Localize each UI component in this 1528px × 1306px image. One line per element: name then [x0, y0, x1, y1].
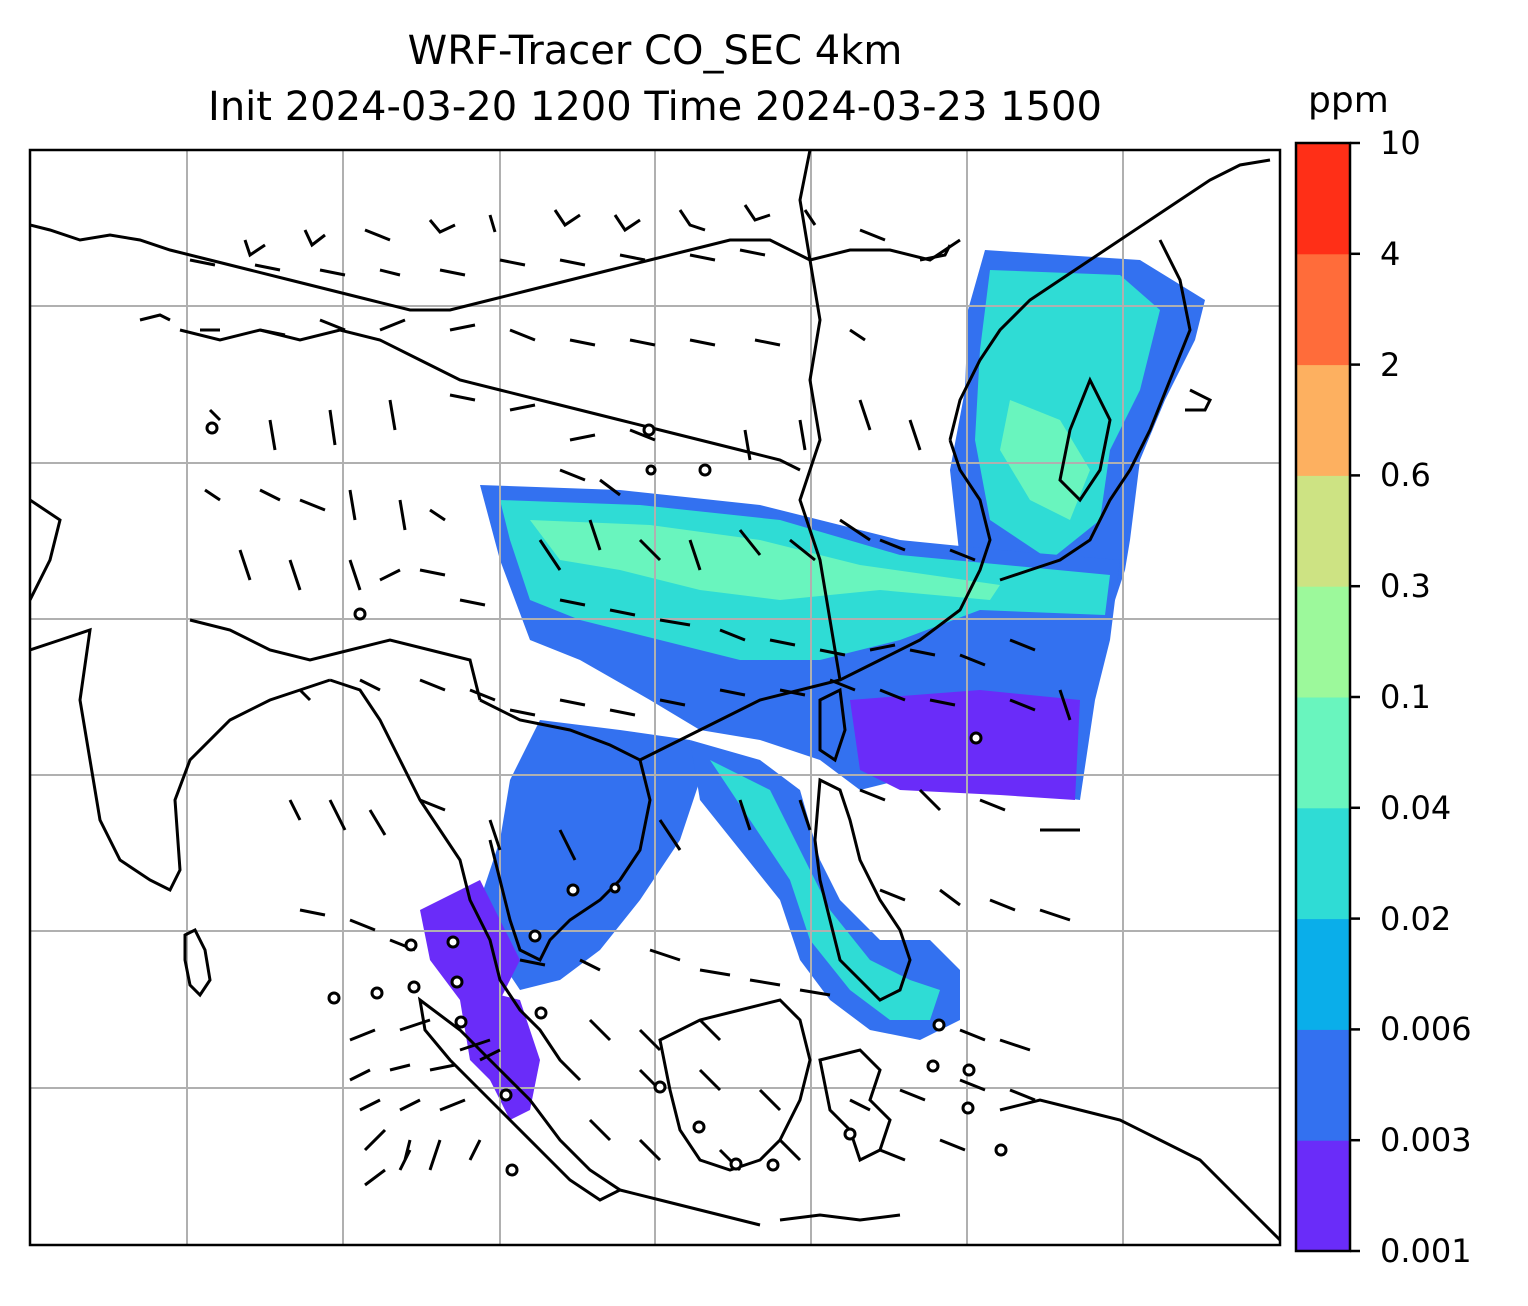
colorbar-segment [1296, 143, 1350, 255]
map-frame [28, 148, 1282, 1247]
coastline-korea [1058, 376, 1112, 503]
coastline-north [30, 223, 961, 312]
plume-philippines-inner [710, 760, 940, 1020]
colorbar-segment [1296, 586, 1350, 698]
border-mainland [798, 150, 842, 681]
colorbar-tick-label: 4 [1380, 234, 1401, 273]
coastline-newguinea [999, 1098, 1280, 1242]
coastline-japan [999, 239, 1213, 582]
colorbar-tick-label: 2 [1380, 345, 1401, 384]
plume-indochina [480, 720, 700, 990]
colorbar-tick-label: 0.6 [1380, 456, 1431, 495]
colorbar-tick-label: 10 [1380, 124, 1421, 162]
coastline-srilanka [183, 927, 212, 998]
colorbar-segment [1296, 1140, 1350, 1252]
colorbar-tick-label: 0.1 [1380, 678, 1431, 716]
colorbar-tick-label: 0.001 [1380, 1232, 1472, 1270]
colorbar-segment [1296, 1029, 1350, 1141]
border-interior [179, 328, 801, 701]
plume-band-south [850, 690, 1080, 800]
coastline-philippines [813, 777, 912, 1002]
coastline-india [30, 498, 331, 893]
coastline-borneo [658, 998, 812, 1172]
colorbar-tick-label: 0.3 [1380, 567, 1431, 606]
colorbar-segment [1296, 807, 1350, 920]
plume-band-core [530, 520, 1000, 600]
colorbar-tick-label: 0.006 [1380, 1010, 1472, 1049]
colorbar-segment [1296, 475, 1350, 587]
colorbar-tick-label: 0.003 [1380, 1121, 1472, 1160]
colorbar-segment [1296, 253, 1350, 366]
map-title-line1: WRF-Tracer CO_SEC 4km [407, 28, 903, 74]
coastline-bay-east [329, 678, 582, 1082]
colorbar-segment [1296, 697, 1350, 809]
coastline-sumatra [417, 996, 623, 1202]
tracer-plume [420, 250, 1205, 1120]
map-title-line2: Init 2024-03-20 1200 Time 2024-03-23 150… [208, 84, 1102, 130]
colorbar [1294, 141, 1360, 1253]
plume-northeast-core [1000, 400, 1090, 520]
coastline-china-south [639, 439, 992, 762]
coastline-taiwan [818, 687, 847, 763]
colorbar-tick-label: 0.02 [1380, 899, 1452, 938]
map-gridlines [30, 150, 1280, 1245]
colorbar-segment [1296, 364, 1350, 476]
calm-wind-markers [205, 421, 1008, 1177]
plume-northeast-inner [975, 270, 1160, 560]
colorbar-tick-label: 0.04 [1380, 788, 1452, 827]
colorbar-segment [1296, 918, 1350, 1030]
coastline-sulawesi [818, 1048, 892, 1163]
wind-barbs [139, 204, 1080, 1187]
coastline-china-north [948, 158, 1271, 441]
colorbar-unit: ppm [1308, 80, 1389, 121]
coastline-java [619, 1188, 901, 1227]
